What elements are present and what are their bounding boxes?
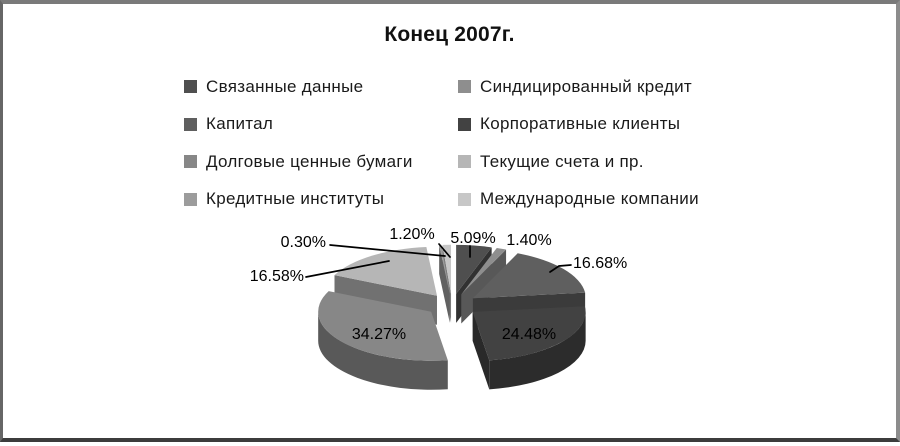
legend-item-5: Текущие счета и пр. <box>458 152 788 172</box>
legend-item-7: Международные компании <box>458 189 788 209</box>
legend-item-6: Кредитные институты <box>184 189 458 209</box>
pie-slice-6 <box>439 244 450 294</box>
data-label: 0.30% <box>281 234 326 251</box>
legend-item-0: Связанные данные <box>184 77 458 97</box>
legend-item-4: Долговые ценные бумаги <box>184 152 458 172</box>
legend-label: Долговые ценные бумаги <box>206 151 413 171</box>
pie-slice-1-side <box>461 249 507 324</box>
legend-label: Международные компании <box>480 189 699 209</box>
pie-slice-0 <box>456 244 492 294</box>
legend-swatch-icon <box>458 192 471 206</box>
label-leader-line <box>549 264 572 273</box>
legend-item-1: Синдицированный кредит <box>458 77 788 97</box>
legend-swatch-icon <box>458 155 471 169</box>
pie-slice-3-rim <box>489 311 586 390</box>
pie-chart: 5.09% 1.40% 16.68% 24.48% 34.27% 16.58% 0.30% 1… <box>250 226 627 390</box>
legend-swatch-icon <box>184 155 197 169</box>
legend-swatch-icon <box>184 192 197 206</box>
legend-label: Связанные данные <box>206 76 364 96</box>
label-leader-line <box>329 244 446 257</box>
label-leader-line <box>305 260 390 278</box>
legend-item-2: Капитал <box>184 114 458 134</box>
chart-title: Конец 2007г. <box>384 23 515 46</box>
legend-swatch-icon <box>458 80 471 94</box>
label-leader-line <box>438 243 451 258</box>
chart-legend: Связанные данные Синдицированный кредит Ка… <box>184 68 788 218</box>
data-label: 1.20% <box>389 226 434 243</box>
legend-label: Капитал <box>206 114 274 134</box>
data-label: 16.58% <box>250 268 304 285</box>
pie-slice-4-rim <box>318 311 448 390</box>
pie-slice-4 <box>318 291 448 361</box>
pie-slice-6-side <box>439 244 450 323</box>
legend-label: Синдицированный кредит <box>480 76 693 96</box>
data-label: 16.68% <box>573 255 627 272</box>
legend-swatch-icon <box>184 117 197 131</box>
legend-item-3: Корпоративные клиенты <box>458 114 788 134</box>
pie-slice-5 <box>334 247 437 296</box>
data-label: 34.27% <box>352 326 406 343</box>
legend-label: Кредитные институты <box>206 189 385 209</box>
pie-slice-1 <box>461 247 507 295</box>
data-label: 5.09% <box>450 230 495 247</box>
pie-slice-3 <box>472 306 586 361</box>
pie-slice-2 <box>472 253 586 299</box>
data-label: 24.48% <box>502 326 556 343</box>
data-label: 1.40% <box>506 232 551 249</box>
legend-swatch-icon <box>184 80 197 94</box>
legend-label: Текущие счета и пр. <box>480 151 644 171</box>
legend-swatch-icon <box>458 117 471 131</box>
legend-label: Корпоративные клиенты <box>480 114 681 134</box>
pie-slice-3-side <box>472 311 490 390</box>
